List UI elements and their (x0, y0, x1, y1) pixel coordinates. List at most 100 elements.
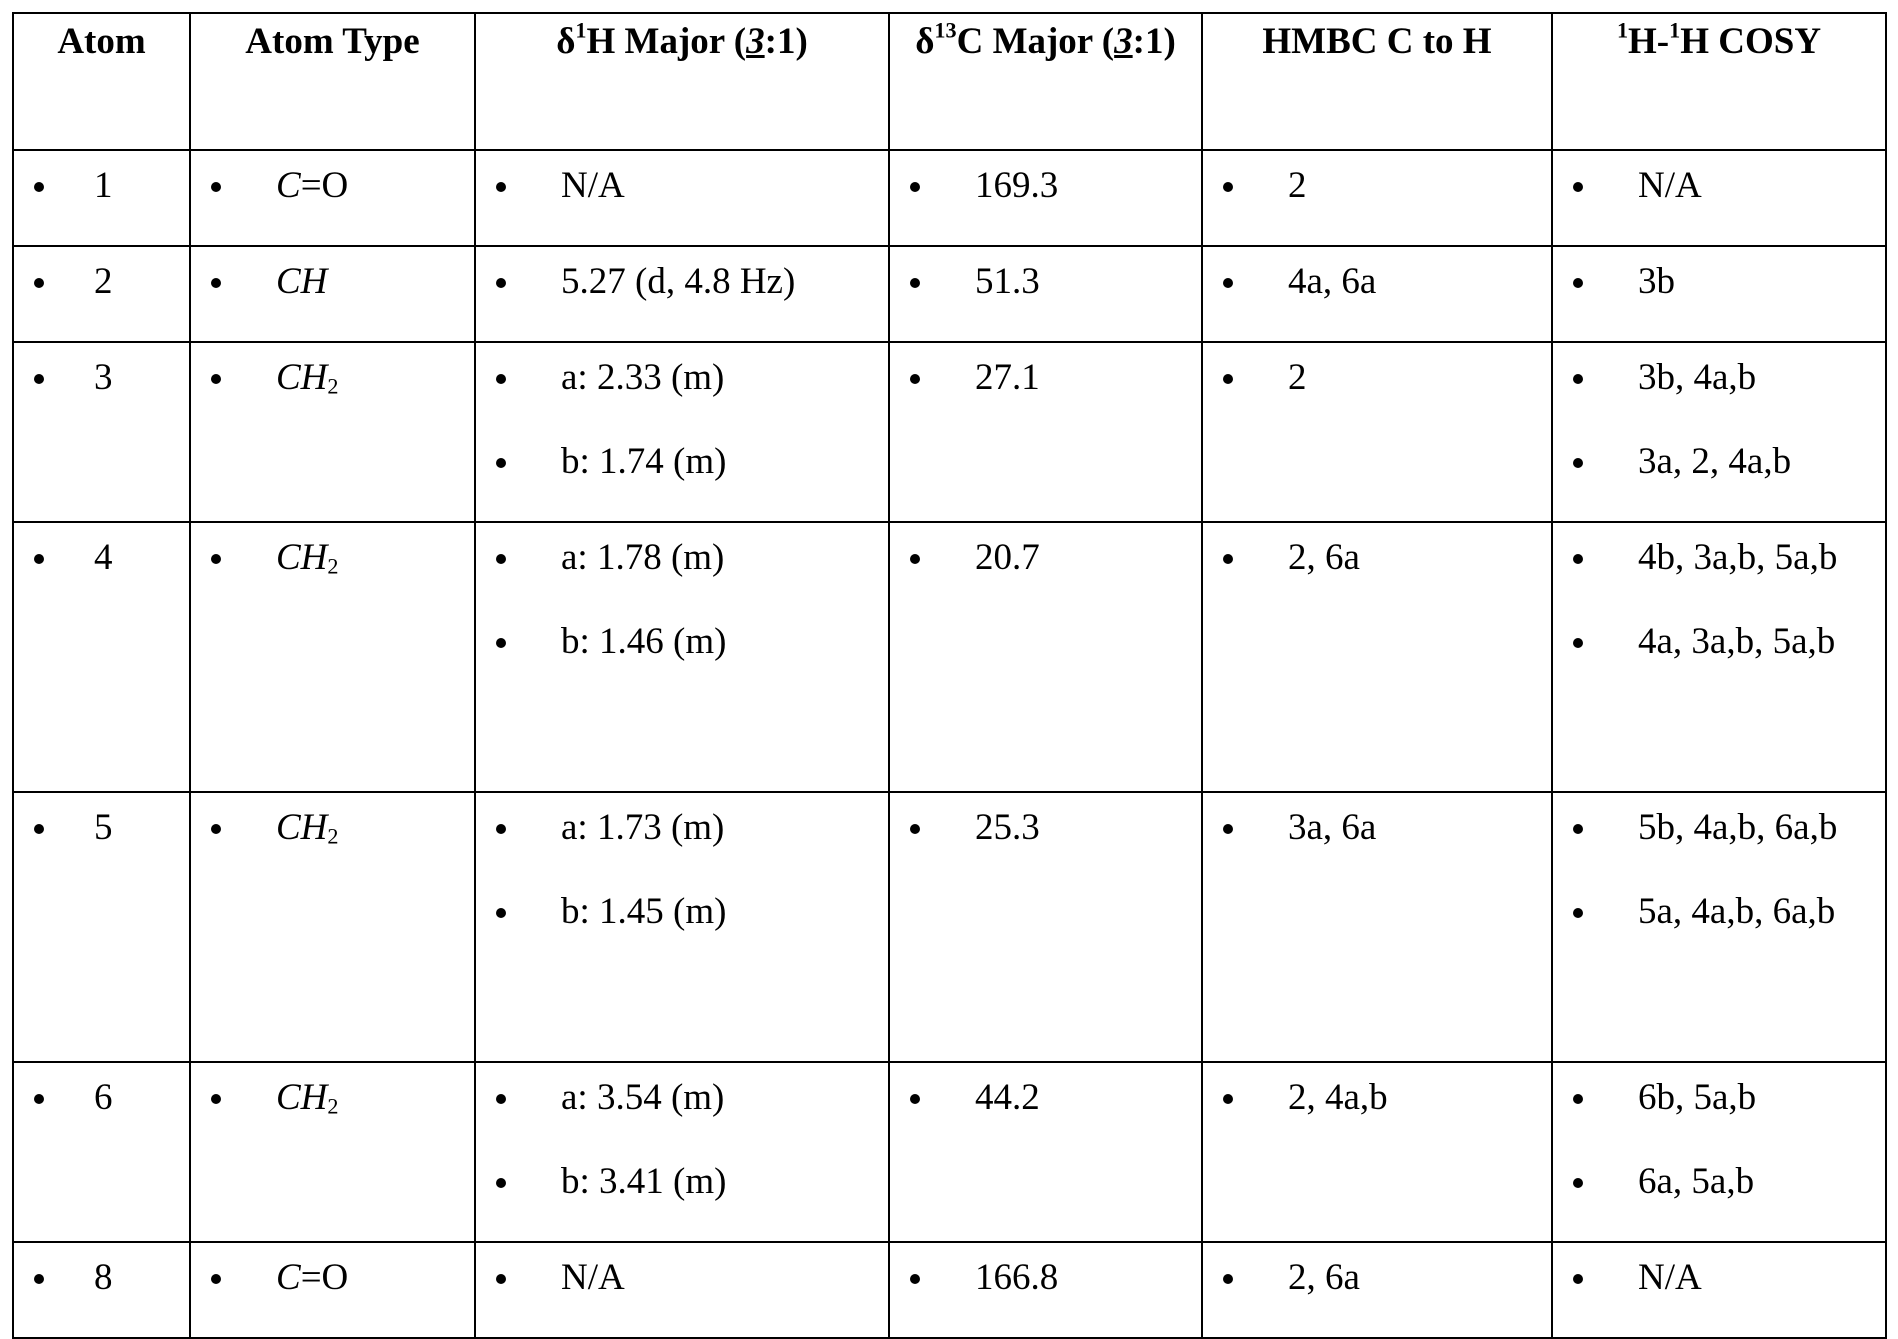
table-cell: 8 (13, 1242, 190, 1338)
table-cell: a: 3.54 (m)b: 3.41 (m) (475, 1062, 889, 1242)
header-text: Atom Type (245, 21, 419, 62)
table-body: 1C=ON/A169.32N/A2CH5.27 (d, 4.8 Hz)51.34… (13, 150, 1886, 1338)
bullet-list: a: 1.78 (m)b: 1.46 (m) (476, 533, 880, 667)
table-cell: C=O (190, 1242, 475, 1338)
table-cell: 2 (13, 246, 190, 342)
header-sup: 1 (1669, 17, 1680, 42)
bullet-item: a: 2.33 (m) (476, 353, 880, 403)
bullet-list: 2 (14, 257, 181, 307)
bullet-item: C=O (191, 1253, 466, 1303)
header-text: δ (915, 21, 934, 62)
header-cell: Atom (13, 13, 190, 150)
table-cell: CH2 (190, 522, 475, 792)
bullet-item: 27.1 (890, 353, 1193, 403)
bullet-item: 6 (14, 1073, 181, 1123)
table-cell: 2 (1202, 150, 1552, 246)
table-row: 4CH2a: 1.78 (m)b: 1.46 (m)20.72, 6a4b, 3… (13, 522, 1886, 792)
table-row: 3CH2a: 2.33 (m)b: 1.74 (m)27.123b, 4a,b3… (13, 342, 1886, 522)
table-cell: a: 2.33 (m)b: 1.74 (m) (475, 342, 889, 522)
bullet-item: 8 (14, 1253, 181, 1303)
bullet-list: 3b (1553, 257, 1877, 307)
header-sup: 13 (934, 17, 956, 42)
bullet-list: 51.3 (890, 257, 1193, 307)
bullet-list: 4 (14, 533, 181, 583)
table-row: 1C=ON/A169.32N/A (13, 150, 1886, 246)
table-cell: 5.27 (d, 4.8 Hz) (475, 246, 889, 342)
bullet-item: 2, 6a (1203, 533, 1543, 583)
bullet-list: CH2 (191, 803, 466, 853)
table-row: 5CH2a: 1.73 (m)b: 1.45 (m)25.33a, 6a5b, … (13, 792, 1886, 1062)
table-cell: 4a, 6a (1202, 246, 1552, 342)
table-row: 6CH2a: 3.54 (m)b: 3.41 (m)44.22, 4a,b6b,… (13, 1062, 1886, 1242)
bullet-list: 2, 4a,b (1203, 1073, 1543, 1123)
atom-type-part: CH (276, 357, 327, 398)
bullet-item: 6a, 5a,b (1553, 1157, 1877, 1207)
atom-type-part: 2 (327, 373, 338, 398)
bullet-list: C=O (191, 1253, 466, 1303)
header-text: δ (556, 21, 575, 62)
nmr-table: Atom Atom Type δ1H Major (3:1) δ13C Majo… (12, 12, 1887, 1339)
table-cell: 27.1 (889, 342, 1202, 522)
table-cell: CH2 (190, 1062, 475, 1242)
bullet-list: 27.1 (890, 353, 1193, 403)
bullet-item: 5a, 4a,b, 6a,b (1553, 887, 1877, 937)
bullet-list: 2 (1203, 161, 1543, 211)
bullet-item: CH2 (191, 1073, 466, 1123)
bullet-item: 2, 6a (1203, 1253, 1543, 1303)
bullet-item: 5.27 (d, 4.8 Hz) (476, 257, 880, 307)
header-text: H- (1628, 21, 1669, 62)
table-cell: 4 (13, 522, 190, 792)
table-cell: 1 (13, 150, 190, 246)
atom-type-part: CH (276, 537, 327, 578)
bullet-item: b: 3.41 (m) (476, 1157, 880, 1207)
bullet-item: C=O (191, 161, 466, 211)
atom-type-part: CH (276, 807, 327, 848)
bullet-list: N/A (476, 1253, 880, 1303)
bullet-list: 25.3 (890, 803, 1193, 853)
header-text: :1) (1133, 21, 1176, 62)
bullet-list: 3b, 4a,b3a, 2, 4a,b (1553, 353, 1877, 487)
header-text: Atom (57, 21, 145, 62)
atom-type-part: 2 (327, 823, 338, 848)
bullet-item: 1 (14, 161, 181, 211)
header-cell: δ13C Major (3:1) (889, 13, 1202, 150)
bullet-item: 25.3 (890, 803, 1193, 853)
table-cell: 20.7 (889, 522, 1202, 792)
table-cell: 2, 4a,b (1202, 1062, 1552, 1242)
bullet-list: 1 (14, 161, 181, 211)
bullet-list: 2, 6a (1203, 1253, 1543, 1303)
table-cell: 2 (1202, 342, 1552, 522)
bullet-item: 51.3 (890, 257, 1193, 307)
header-text: H COSY (1680, 21, 1821, 62)
bullet-item: 3b, 4a,b (1553, 353, 1877, 403)
table-cell: CH2 (190, 342, 475, 522)
header-sup: 1 (575, 17, 586, 42)
table-cell: 51.3 (889, 246, 1202, 342)
table-cell: N/A (475, 150, 889, 246)
bullet-list: 3a, 6a (1203, 803, 1543, 853)
header-compound: 3 (746, 21, 765, 62)
bullet-list: 2 (1203, 353, 1543, 403)
bullet-list: 8 (14, 1253, 181, 1303)
bullet-item: 5b, 4a,b, 6a,b (1553, 803, 1877, 853)
table-cell: 166.8 (889, 1242, 1202, 1338)
table-cell: CH2 (190, 792, 475, 1062)
bullet-item: 5 (14, 803, 181, 853)
bullet-item: 2 (1203, 353, 1543, 403)
table-cell: 2, 6a (1202, 1242, 1552, 1338)
bullet-list: 2, 6a (1203, 533, 1543, 583)
bullet-item: CH2 (191, 803, 466, 853)
bullet-list: a: 2.33 (m)b: 1.74 (m) (476, 353, 880, 487)
bullet-list: CH2 (191, 533, 466, 583)
bullet-list: CH2 (191, 353, 466, 403)
table-cell: 169.3 (889, 150, 1202, 246)
bullet-list: 6 (14, 1073, 181, 1123)
bullet-item: 3a, 6a (1203, 803, 1543, 853)
bullet-item: 4a, 6a (1203, 257, 1543, 307)
bullet-item: 4a, 3a,b, 5a,b (1553, 617, 1877, 667)
bullet-list: a: 3.54 (m)b: 3.41 (m) (476, 1073, 880, 1207)
table-cell: CH (190, 246, 475, 342)
table-cell: 2, 6a (1202, 522, 1552, 792)
atom-type-part: =O (301, 165, 349, 206)
bullet-list: C=O (191, 161, 466, 211)
